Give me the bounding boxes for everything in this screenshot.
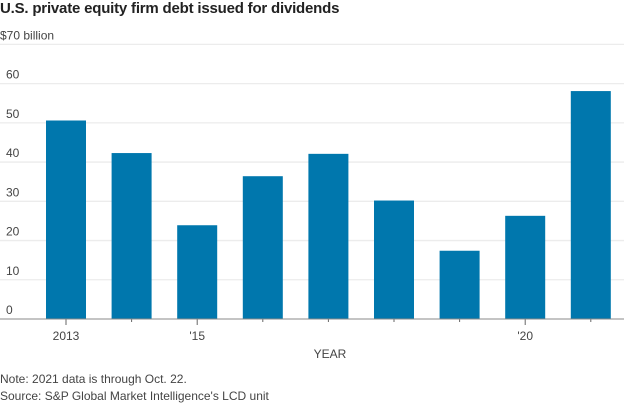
x-axis-label: YEAR: [314, 347, 347, 361]
chart-note: Note: 2021 data is through Oct. 22.: [0, 372, 187, 386]
x-tick-label: '15: [189, 329, 205, 343]
bar-2019: [439, 250, 480, 319]
x-tick-label: 2013: [53, 329, 80, 343]
y-tick-label: 50: [6, 107, 20, 121]
bar-2017: [308, 153, 349, 319]
bar-2018: [374, 200, 414, 319]
bar-2020: [505, 215, 546, 319]
y-tick-label: 0: [6, 303, 13, 317]
y-tick-label: 30: [6, 185, 20, 199]
bar-2015: [177, 225, 218, 319]
x-tick-label: '20: [517, 329, 533, 343]
bar-2021: [570, 91, 611, 319]
y-tick-label: 40: [6, 146, 20, 160]
bar-2016: [242, 176, 283, 319]
y-tick-label: 20: [6, 225, 20, 239]
y-tick-label: 10: [6, 264, 20, 278]
bar-2014: [111, 153, 152, 319]
y-tick-label: 60: [6, 68, 20, 82]
chart-source: Source: S&P Global Market Intelligence's…: [0, 389, 269, 403]
bar-chart: 0 10 20 30 40 50 60 $70 billion 2013 '15 '20 YEAR: [0, 28, 624, 361]
bar-2013: [46, 120, 86, 319]
y-axis-label: $70 billion: [0, 28, 54, 42]
chart-title: U.S. private equity firm debt issued for…: [0, 0, 340, 17]
